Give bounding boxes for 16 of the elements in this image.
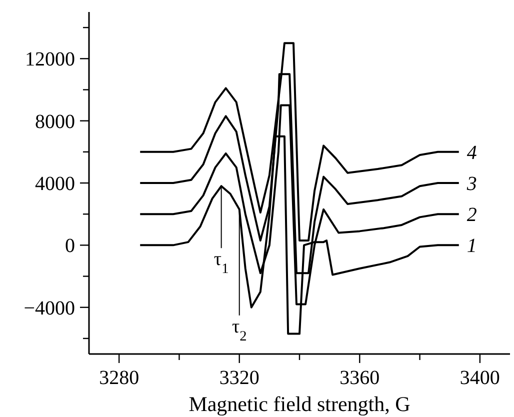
y-tick-label: 8000 — [35, 110, 75, 133]
y-tick-label: 4000 — [35, 173, 75, 195]
x-axis-title: Magnetic field strength, G — [188, 392, 410, 416]
y-tick-label: −4000 — [24, 297, 75, 320]
series-label: 3 — [466, 173, 477, 195]
series-label: 1 — [466, 235, 477, 258]
annotation: τ$_{2}$ — [232, 316, 247, 344]
series-label: 2 — [466, 204, 477, 226]
x-tick-label: 3320 — [219, 367, 260, 389]
x-tick-label: 3400 — [460, 367, 500, 389]
x-tick-label: 3360 — [340, 367, 380, 389]
series-label: 4 — [466, 142, 477, 164]
y-tick-label: 12000 — [25, 48, 75, 71]
annotation: τ$_{1}$ — [214, 249, 229, 278]
x-tick-label: 3280 — [99, 367, 140, 389]
y-tick-label: 0 — [65, 235, 75, 258]
